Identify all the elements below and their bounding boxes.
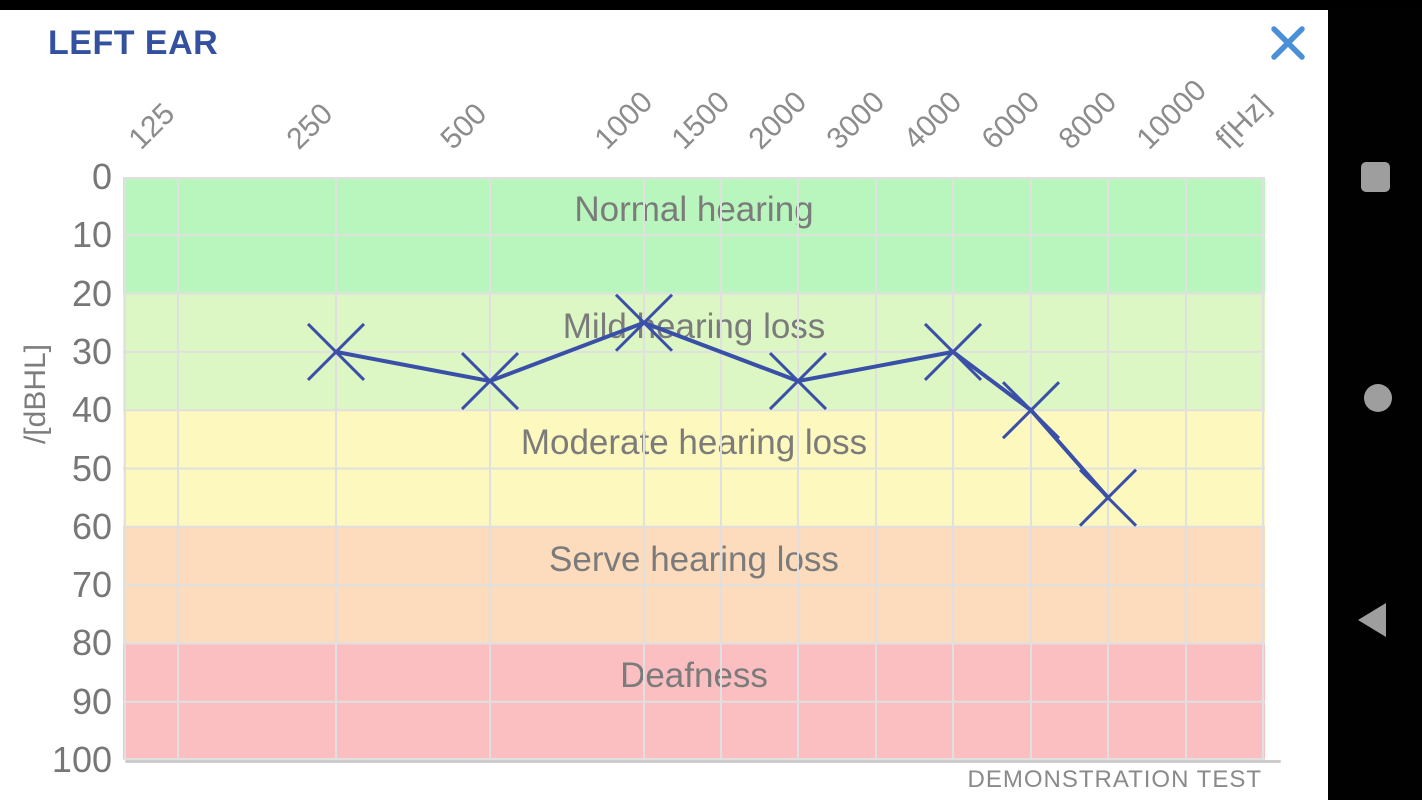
square-icon [1361,162,1390,192]
x-tick-label: f[Hz] [1209,88,1277,156]
y-tick-label: 100 [51,739,112,780]
x-tick-label: 6000 [975,85,1047,156]
y-tick-label: 20 [71,272,112,314]
x-marker [768,351,828,411]
close-icon [1271,26,1305,60]
x-tick-label: 1500 [665,85,737,156]
close-button[interactable] [1264,19,1312,67]
triangle-left-icon [1358,603,1386,637]
demo-watermark: DEMONSTRATION TEST [967,766,1262,793]
x-marker [460,351,520,411]
x-marker [614,293,674,352]
android-navigation-bar [1328,0,1422,800]
zone-label: Serve hearing loss [549,539,839,579]
y-tick-label: 60 [71,505,112,547]
page-title: LEFT EAR [48,24,219,62]
y-tick-label: 90 [71,680,112,722]
x-tick-label: 250 [280,97,340,156]
x-tick-label: 500 [434,97,494,156]
x-tick-label: 1000 [588,85,660,156]
y-tick-label: 80 [71,622,112,664]
x-marker [306,322,366,381]
x-tick-label: 8000 [1052,85,1124,156]
x-marker [1078,468,1138,527]
x-tick-label: 4000 [897,85,969,156]
circle-icon [1364,384,1392,412]
recents-button[interactable] [1328,142,1422,212]
plot-area: Normal hearing Mild hearing loss Moderate … [123,177,1265,760]
zone-label: Normal hearing [574,190,814,229]
x-tick-label: 2000 [742,85,814,156]
y-tick-label: 0 [91,156,112,197]
y-tick-label: 50 [71,447,112,489]
y-tick-label: 40 [71,389,112,431]
zone-label: Moderate hearing loss [520,423,868,463]
x-marker [1001,381,1061,440]
x-tick-label: 125 [122,97,182,156]
x-axis-baseline [125,760,1281,763]
y-tick-label: 30 [71,330,112,372]
home-button[interactable] [1328,363,1422,433]
status-bar [0,0,1422,10]
x-tick-label: 10000 [1130,73,1213,156]
y-tick-label: 10 [71,214,112,256]
y-tick-label: 70 [71,564,112,606]
x-marker [923,322,983,381]
chart-grid-and-series [123,177,1265,760]
x-tick-label: 3000 [820,85,892,156]
back-button[interactable] [1328,585,1422,655]
